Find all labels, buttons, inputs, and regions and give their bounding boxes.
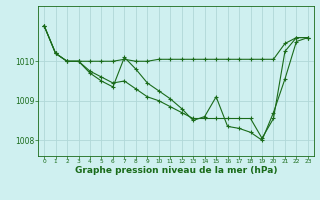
X-axis label: Graphe pression niveau de la mer (hPa): Graphe pression niveau de la mer (hPa) xyxy=(75,166,277,175)
